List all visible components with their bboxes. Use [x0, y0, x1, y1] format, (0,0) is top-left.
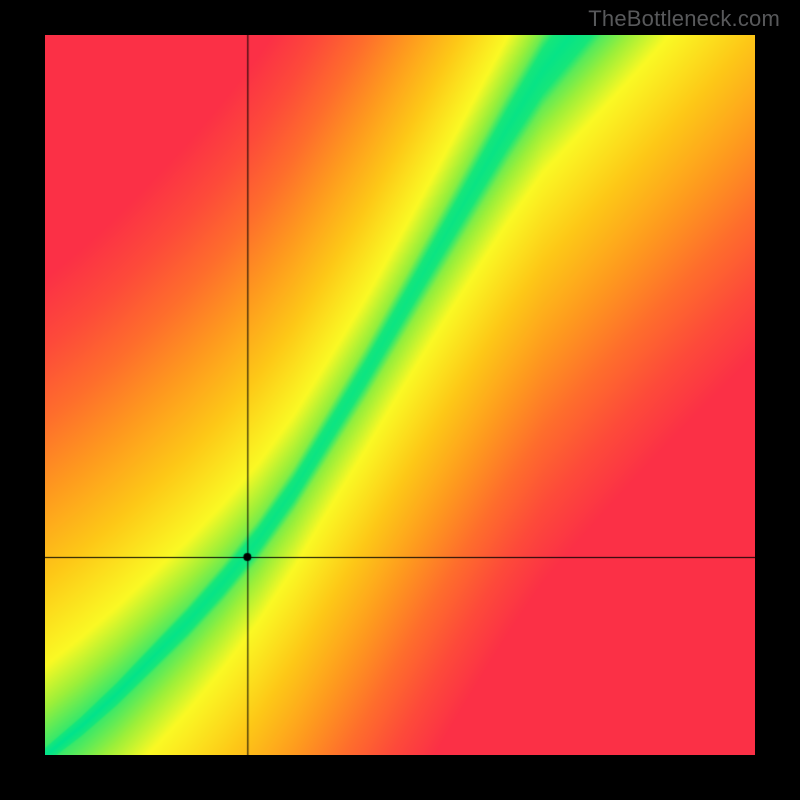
heatmap-canvas [45, 35, 755, 755]
chart-container: TheBottleneck.com [0, 0, 800, 800]
watermark-text: TheBottleneck.com [588, 6, 780, 32]
plot-area [45, 35, 755, 755]
